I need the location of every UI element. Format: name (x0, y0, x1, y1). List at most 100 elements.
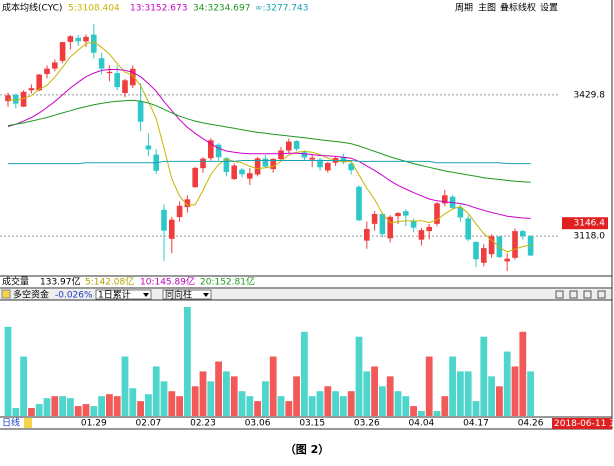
x-tick-label: 03.15 (299, 419, 325, 429)
candle-body (317, 159, 323, 168)
toolbar-item[interactable]: 主图 (478, 2, 496, 14)
mode-dropdown[interactable] (95, 289, 152, 300)
candle-body (98, 58, 105, 69)
candle-body (395, 213, 401, 217)
bar (527, 371, 534, 416)
bar (371, 366, 378, 416)
bar (90, 406, 98, 416)
candle-body (520, 231, 526, 237)
bar (293, 376, 300, 416)
candle-body (426, 226, 432, 232)
style-dropdown[interactable] (162, 289, 212, 300)
bar (433, 411, 441, 416)
bar (152, 366, 160, 416)
bar (106, 394, 113, 416)
bar (59, 396, 66, 416)
candle-body (231, 165, 237, 180)
candle-body (20, 91, 27, 107)
bar (269, 356, 277, 416)
candle-body (215, 144, 222, 158)
panel-button[interactable] (555, 290, 564, 299)
bar (98, 396, 105, 416)
bar (340, 396, 347, 416)
bar (386, 376, 394, 416)
candle-body (286, 141, 292, 151)
indicator-value: -0.026% (55, 291, 93, 301)
bar (316, 391, 324, 416)
bar (472, 401, 480, 416)
bar (230, 376, 238, 416)
candle-body (434, 203, 440, 224)
legend-entry: 13:3152.673 (130, 4, 187, 14)
candle-body (356, 186, 362, 221)
bar (113, 396, 121, 416)
panel-button[interactable] (597, 290, 606, 299)
dropdown-arrow (143, 293, 149, 297)
bar (207, 381, 215, 416)
cost-line (8, 160, 531, 165)
bar (519, 331, 527, 416)
volume-value: 133.97亿 (40, 276, 81, 288)
x-tick-label: 04.17 (463, 419, 489, 429)
bar (418, 411, 425, 416)
candle-body (59, 42, 66, 61)
bar (184, 306, 191, 416)
candle-body (278, 150, 284, 160)
bar (28, 408, 35, 416)
dropdown-arrow (203, 293, 209, 297)
legend-entry: 5:3108.404 (68, 4, 120, 14)
candle-body (192, 167, 198, 188)
bar (129, 388, 137, 416)
candle-body (208, 140, 214, 159)
indicator-icon[interactable] (1, 289, 11, 299)
bar (74, 406, 82, 416)
caption: （图 2） (285, 443, 329, 456)
bar (215, 361, 222, 416)
bar (12, 408, 20, 416)
bar (480, 336, 488, 416)
bar (355, 336, 363, 416)
indicator-name: 多空资金 (13, 289, 49, 301)
style-label: 同向柱 (165, 289, 192, 301)
candle-body (364, 228, 370, 241)
bar (121, 356, 129, 416)
bar (277, 396, 285, 416)
toolbar-item[interactable]: 设置 (540, 3, 558, 14)
toolbar-item[interactable]: 周期 (455, 3, 473, 14)
bar (363, 371, 371, 416)
candle-body (247, 173, 253, 179)
candle-body (169, 219, 175, 239)
bar (137, 401, 144, 416)
candle-body (371, 214, 378, 224)
candle-body (481, 248, 487, 263)
candle-body (379, 213, 386, 235)
period-icon[interactable] (24, 418, 32, 428)
bar (324, 386, 332, 416)
candle-body (442, 195, 448, 204)
candle-body (130, 68, 136, 86)
panel-button[interactable] (583, 290, 592, 299)
panel-button[interactable] (569, 290, 578, 299)
candle-body (465, 218, 471, 240)
bar (160, 381, 168, 416)
candle-body (176, 205, 183, 218)
candle-body (52, 62, 58, 69)
candle-body (262, 158, 269, 167)
candle-body (75, 37, 81, 42)
cost-line (7, 41, 531, 253)
candle-body (28, 88, 35, 91)
x-tick-label: 01.29 (81, 419, 107, 429)
bar (176, 396, 183, 416)
toolbar-item[interactable]: 叠标线 (500, 2, 527, 14)
candle-body (83, 36, 89, 42)
volume-title: 成交量 (2, 276, 29, 288)
candle-body (239, 169, 245, 175)
candle-body (512, 231, 518, 258)
candle-body (5, 95, 11, 102)
volume-ma: 5:142.08亿 (85, 276, 134, 288)
candle-body (184, 199, 191, 208)
bar (4, 326, 12, 416)
toolbar-item[interactable]: 权 (527, 2, 536, 14)
bar (394, 391, 402, 416)
bar (223, 371, 230, 416)
